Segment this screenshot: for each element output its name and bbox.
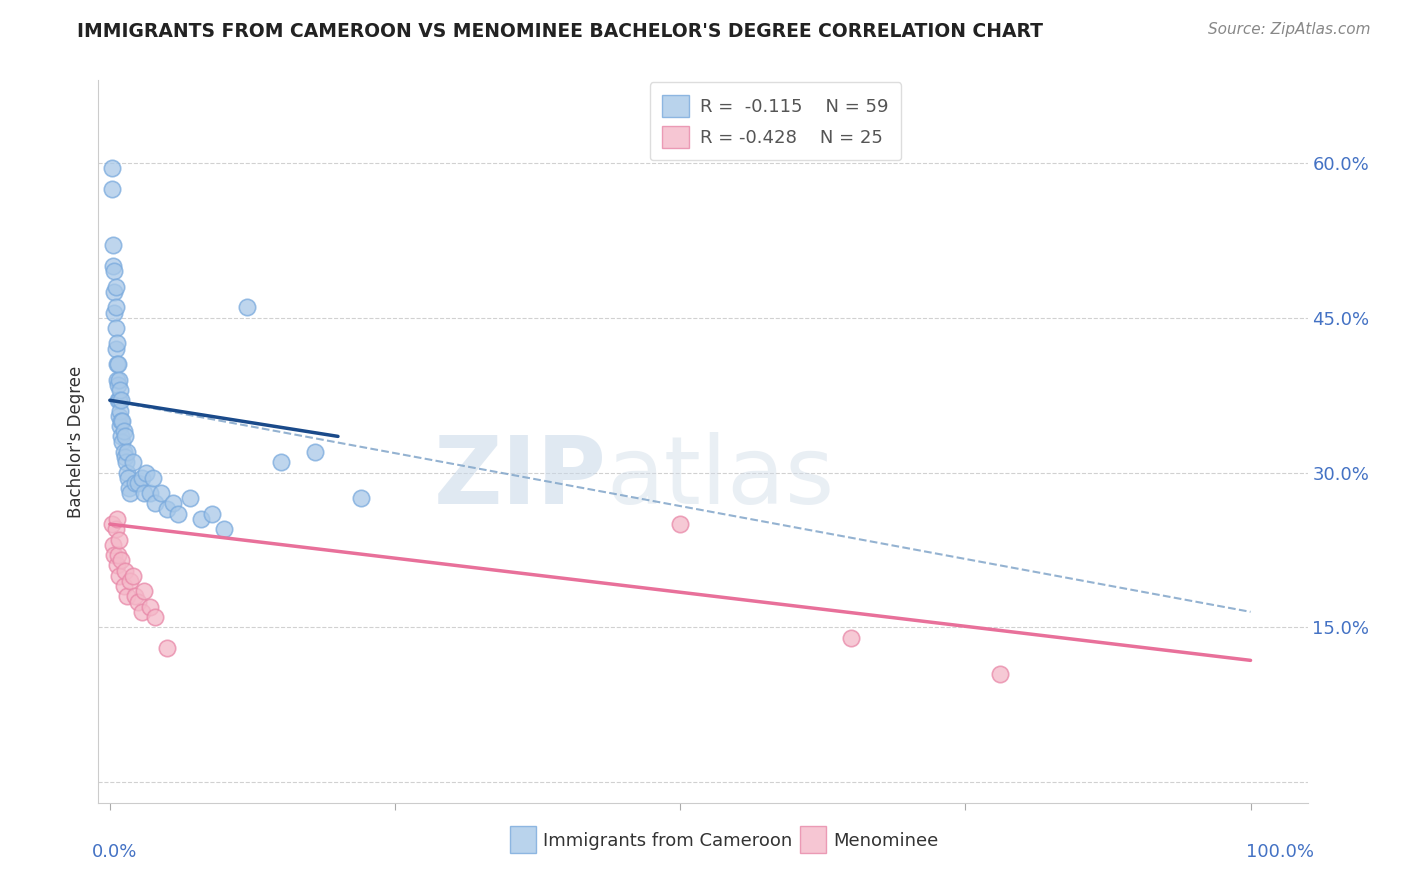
Point xyxy=(118,481,141,495)
Point xyxy=(112,424,135,438)
Point xyxy=(105,373,128,387)
Point xyxy=(114,429,136,443)
Text: Immigrants from Cameroon: Immigrants from Cameroon xyxy=(543,832,793,850)
Point xyxy=(132,584,155,599)
Point xyxy=(103,538,125,552)
Point xyxy=(162,496,184,510)
Point xyxy=(145,610,167,624)
Point xyxy=(270,455,292,469)
Point xyxy=(156,640,179,655)
Point xyxy=(107,377,129,392)
Y-axis label: Bachelor's Degree: Bachelor's Degree xyxy=(67,366,86,517)
Point xyxy=(108,409,131,423)
Point xyxy=(135,466,157,480)
Point xyxy=(111,414,134,428)
Point xyxy=(167,507,190,521)
Point xyxy=(107,548,129,562)
Text: Source: ZipAtlas.com: Source: ZipAtlas.com xyxy=(1208,22,1371,37)
Point xyxy=(104,321,127,335)
Point xyxy=(114,455,136,469)
Point xyxy=(103,285,125,299)
Point xyxy=(150,486,173,500)
Point xyxy=(108,403,131,417)
Legend: R =  -0.115    N = 59, R = -0.428    N = 25: R = -0.115 N = 59, R = -0.428 N = 25 xyxy=(650,82,901,161)
Point xyxy=(103,548,125,562)
Point xyxy=(124,590,146,604)
Point xyxy=(235,301,257,315)
Point xyxy=(127,475,149,490)
Point xyxy=(131,605,153,619)
Point xyxy=(179,491,201,506)
Text: 0.0%: 0.0% xyxy=(93,843,138,861)
Text: ZIP: ZIP xyxy=(433,432,606,524)
Point xyxy=(139,486,162,500)
Point xyxy=(103,259,125,273)
Point xyxy=(103,238,125,252)
Point xyxy=(110,553,132,567)
Point xyxy=(350,491,373,506)
Point xyxy=(108,383,131,397)
Point xyxy=(103,264,125,278)
Point xyxy=(110,393,132,408)
Point xyxy=(108,393,131,408)
Text: IMMIGRANTS FROM CAMEROON VS MENOMINEE BACHELOR'S DEGREE CORRELATION CHART: IMMIGRANTS FROM CAMEROON VS MENOMINEE BA… xyxy=(77,22,1043,41)
Point xyxy=(108,373,131,387)
Point xyxy=(104,522,127,536)
Point xyxy=(124,475,146,490)
Point xyxy=(104,279,127,293)
Point xyxy=(110,414,132,428)
Point xyxy=(105,558,128,573)
Point xyxy=(111,434,134,449)
Point xyxy=(212,522,235,536)
Point xyxy=(107,357,129,371)
Point xyxy=(104,342,127,356)
Point xyxy=(145,496,167,510)
Point xyxy=(121,455,143,469)
Point xyxy=(117,471,139,485)
Point xyxy=(142,471,165,485)
Point xyxy=(115,466,138,480)
Text: 100.0%: 100.0% xyxy=(1246,843,1313,861)
Point xyxy=(156,501,179,516)
Point xyxy=(108,533,131,547)
Point xyxy=(112,579,135,593)
Point xyxy=(201,507,224,521)
Point xyxy=(132,486,155,500)
Point xyxy=(131,471,153,485)
Point xyxy=(112,445,135,459)
Text: atlas: atlas xyxy=(606,432,835,524)
Point xyxy=(115,445,138,459)
Point xyxy=(127,594,149,608)
Point xyxy=(120,486,142,500)
Point xyxy=(115,590,138,604)
Bar xyxy=(509,826,536,854)
Point xyxy=(110,429,132,443)
Point xyxy=(101,182,124,196)
Point xyxy=(304,445,326,459)
Point xyxy=(101,517,124,532)
Point xyxy=(120,574,142,588)
Point xyxy=(101,161,124,175)
Text: Menominee: Menominee xyxy=(834,832,939,850)
Point xyxy=(105,357,128,371)
Point xyxy=(105,512,128,526)
Point xyxy=(105,336,128,351)
Point xyxy=(104,301,127,315)
Point xyxy=(190,512,212,526)
Point xyxy=(114,564,136,578)
Point xyxy=(103,305,125,319)
Point xyxy=(669,517,692,532)
Point xyxy=(988,666,1011,681)
Point xyxy=(114,450,136,464)
Point xyxy=(108,568,131,582)
Point xyxy=(108,419,131,434)
Point xyxy=(121,568,143,582)
Point xyxy=(139,599,162,614)
Point xyxy=(107,393,129,408)
Bar xyxy=(800,826,827,854)
Point xyxy=(839,631,862,645)
